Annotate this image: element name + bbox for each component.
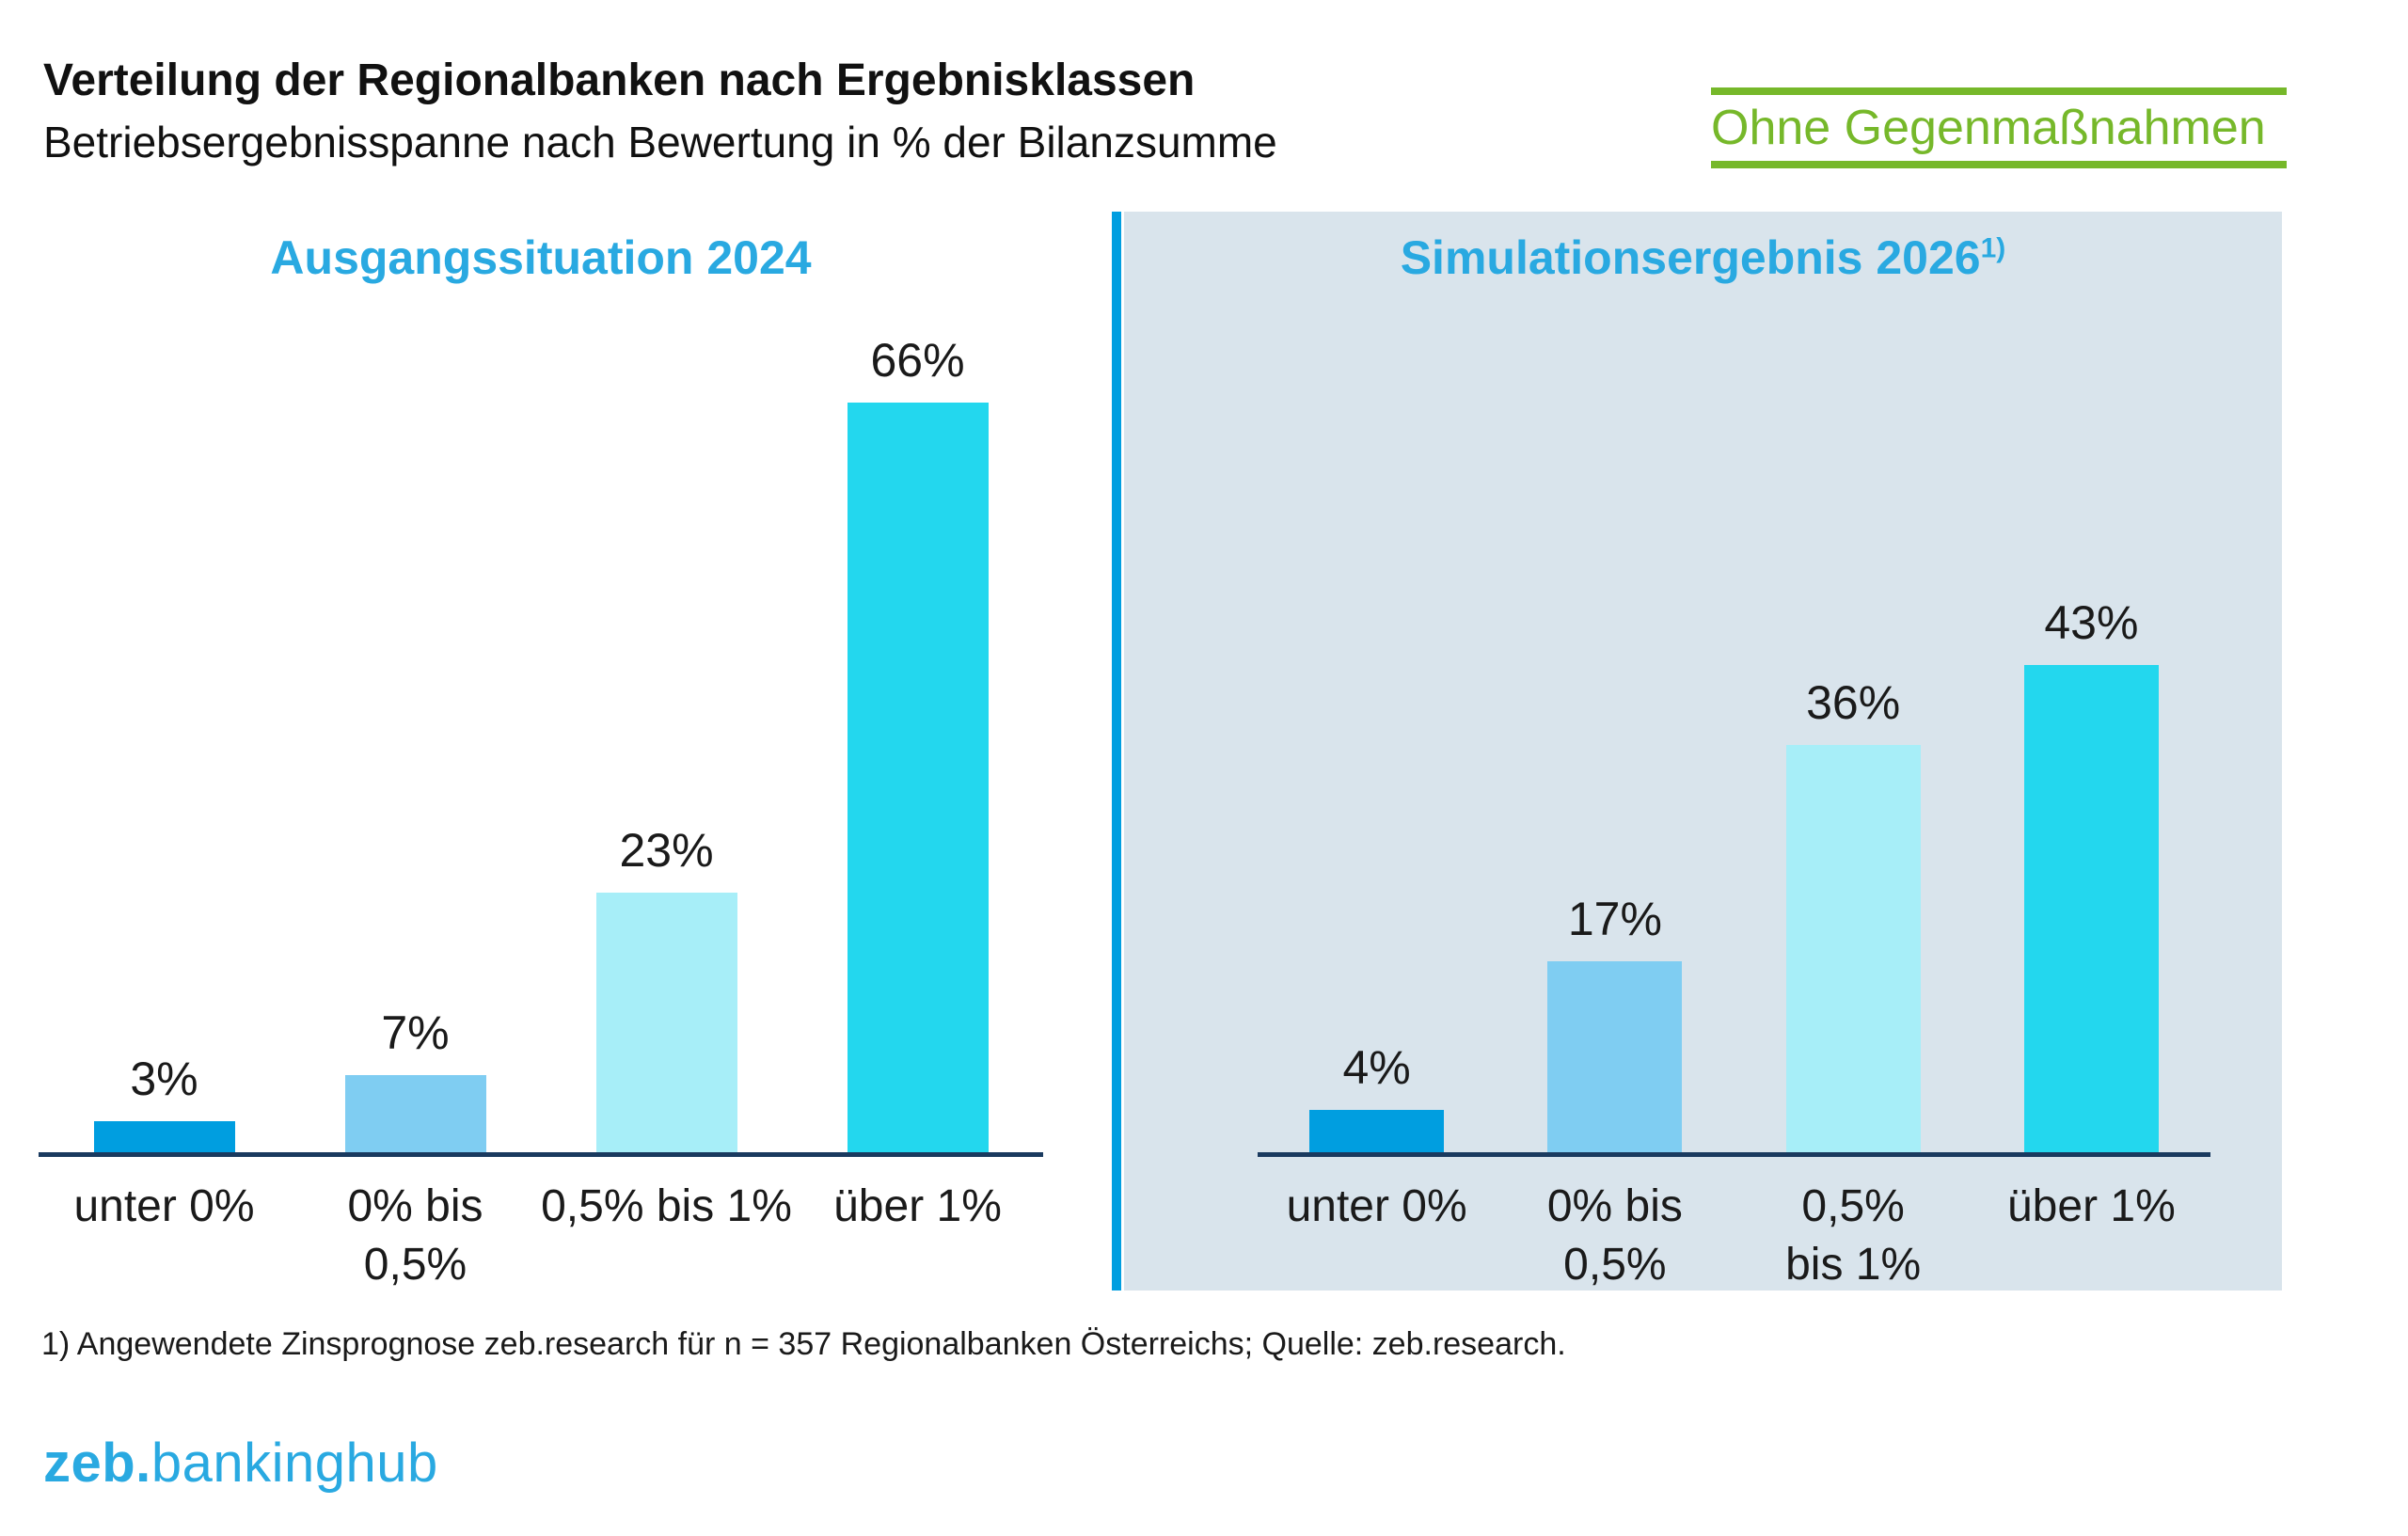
logo-suffix: bankinghub — [150, 1433, 438, 1494]
bar-7% — [344, 1075, 486, 1155]
bar-17% — [1547, 961, 1683, 1155]
bar-value-label: 3% — [130, 1053, 198, 1105]
logo-prefix: zeb. — [43, 1433, 151, 1494]
bar-66% — [847, 403, 989, 1155]
footnote: 1) Angewendete Zinsprognose zeb.research… — [41, 1326, 1566, 1362]
bar-category-label: unter 0% — [73, 1181, 255, 1231]
header: Verteilung der Regionalbanken nach Ergeb… — [43, 49, 1277, 173]
bar-chart-2024: 3% unter 0% 7% 0% bis 0,5% 23% 0,5% bis 1% 66% ü… — [39, 334, 1043, 1290]
chart-title-2026: Simulationsergebnis 20261) — [1124, 230, 2282, 285]
chart-title-2024-text: Ausgangssituation 2024 — [270, 231, 812, 284]
chart-title-2026-text: Simulationsergebnis 2026 — [1400, 231, 1981, 284]
bar-4% — [1309, 1110, 1445, 1155]
scenario-badge: Ohne Gegenmaßnahmen — [1711, 87, 2287, 168]
bar-value-label: 7% — [381, 1006, 450, 1059]
bar-43% — [2023, 665, 2159, 1155]
bar-value-label: 43% — [2044, 596, 2139, 649]
bar-category-label: 0,5% bis 1% — [1785, 1181, 1922, 1291]
bar-value-label: 23% — [619, 824, 714, 877]
bar-36% — [1785, 745, 1921, 1155]
bar-chart-2026: 4% unter 0% 17% 0% bis 0,5% 36% 0,5% bis 1% 43% ü… — [1258, 403, 2210, 1290]
bar-value-label: 36% — [1806, 676, 1901, 729]
bar-category-label: unter 0% — [1286, 1181, 1467, 1231]
chart-title-2024: Ausgangssituation 2024 — [39, 230, 1043, 285]
panel-separator-line — [1112, 212, 1121, 1291]
chart-title-2026-superscript: 1) — [1980, 232, 2006, 264]
logo: zeb.bankinghub — [43, 1432, 438, 1495]
bar-value-label: 17% — [1567, 893, 1662, 945]
page-title: Verteilung der Regionalbanken nach Ergeb… — [43, 55, 1196, 105]
bar-category-label: über 1% — [2006, 1181, 2176, 1231]
x-axis-line — [1258, 1152, 2210, 1157]
bar-category-label: 0% bis 0,5% — [347, 1181, 483, 1291]
bar-category-label: 0,5% bis 1% — [541, 1181, 792, 1231]
page-subtitle: Betriebsergebnisspanne nach Bewertung in… — [43, 118, 1277, 167]
x-axis-line — [39, 1152, 1043, 1157]
bar-category-label: über 1% — [833, 1181, 1002, 1231]
bar-value-label: 4% — [1342, 1041, 1411, 1094]
bar-3% — [93, 1121, 235, 1155]
bar-category-label: 0% bis 0,5% — [1546, 1181, 1683, 1291]
bar-value-label: 66% — [870, 334, 965, 387]
bar-23% — [595, 893, 737, 1155]
